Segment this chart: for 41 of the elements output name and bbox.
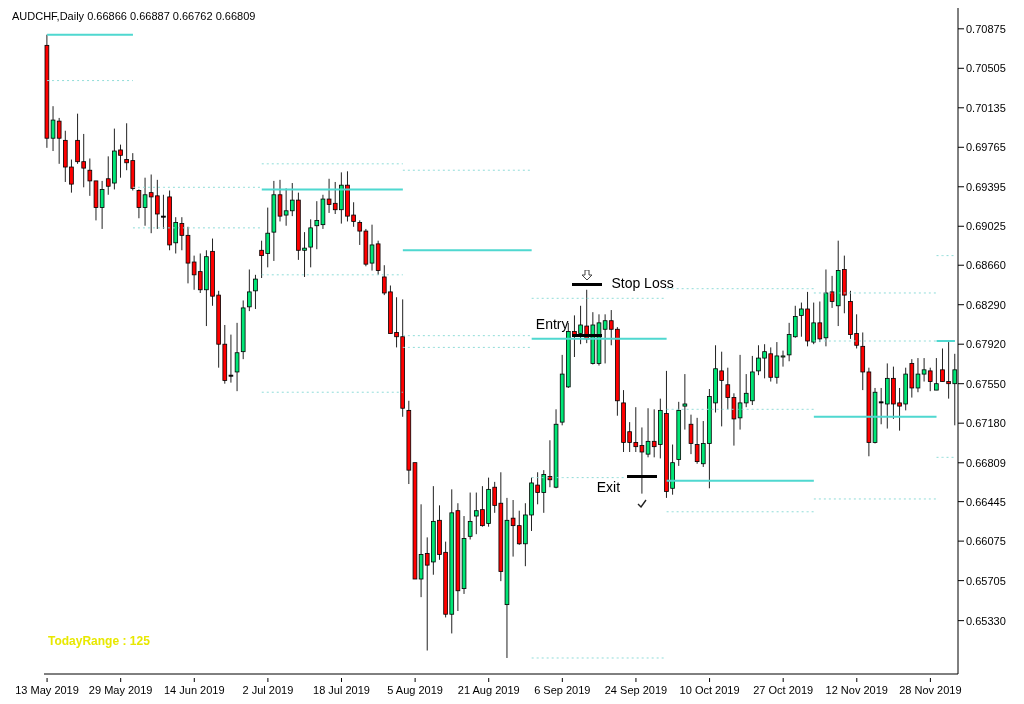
- x-tick-label: 28 Nov 2019: [899, 684, 962, 696]
- annotation: Stop Loss: [611, 275, 674, 292]
- x-tick-label: 24 Sep 2019: [604, 684, 668, 696]
- x-tick-label: 18 Jul 2019: [313, 684, 370, 696]
- y-tick-label: 0.69395: [966, 180, 1006, 193]
- y-tick-label: 0.66445: [966, 495, 1006, 508]
- y-tick-label: 0.67920: [966, 338, 1006, 351]
- x-tick-label: 5 Aug 2019: [387, 684, 443, 696]
- y-tick-label: 0.65705: [966, 574, 1006, 587]
- candlestick: [688, 414, 694, 455]
- candlestick: [234, 322, 240, 392]
- x-tick-label: 29 May 2019: [88, 684, 153, 696]
- chart-title: AUDCHF,Daily 0.66866 0.66887 0.66762 0.66809: [12, 10, 256, 22]
- candlestick: [682, 373, 688, 431]
- y-tick-label: 0.69025: [966, 220, 1006, 233]
- y-tick-label: 0.66809: [966, 456, 1006, 469]
- x-tick-label: 27 Oct 2019: [753, 684, 814, 696]
- x-tick-label: 21 Aug 2019: [457, 684, 520, 696]
- candlestick: [247, 268, 252, 312]
- y-tick-label: 0.68290: [966, 298, 1006, 311]
- annotation: TodayRange : 125: [48, 634, 150, 648]
- candlestick: [253, 274, 258, 310]
- x-tick-label: 2 Jul 2019: [242, 684, 294, 696]
- x-tick-label: 12 Nov 2019: [825, 684, 888, 696]
- y-tick-label: 0.67550: [966, 377, 1006, 390]
- annotation: Entry: [535, 315, 569, 332]
- candlestick: [934, 357, 939, 391]
- x-tick-label: 6 Sep 2019: [534, 684, 591, 696]
- y-tick-label: 0.70875: [966, 22, 1006, 35]
- y-tick-label: 0.65330: [966, 614, 1006, 627]
- y-tick-label: 0.70135: [966, 101, 1006, 114]
- y-tick-label: 0.67180: [966, 417, 1006, 430]
- x-tick-label: 13 May 2019: [15, 684, 79, 696]
- y-tick-label: 0.70505: [966, 62, 1006, 75]
- y-tick-label: 0.66075: [966, 535, 1006, 548]
- x-tick-label: 10 Oct 2019: [679, 684, 740, 696]
- y-tick-label: 0.69765: [966, 141, 1006, 154]
- x-tick-label: 14 Jun 2019: [164, 684, 225, 696]
- y-tick-label: 0.68660: [966, 259, 1006, 272]
- annotation: Exit: [596, 478, 621, 495]
- candlestick: [467, 492, 473, 541]
